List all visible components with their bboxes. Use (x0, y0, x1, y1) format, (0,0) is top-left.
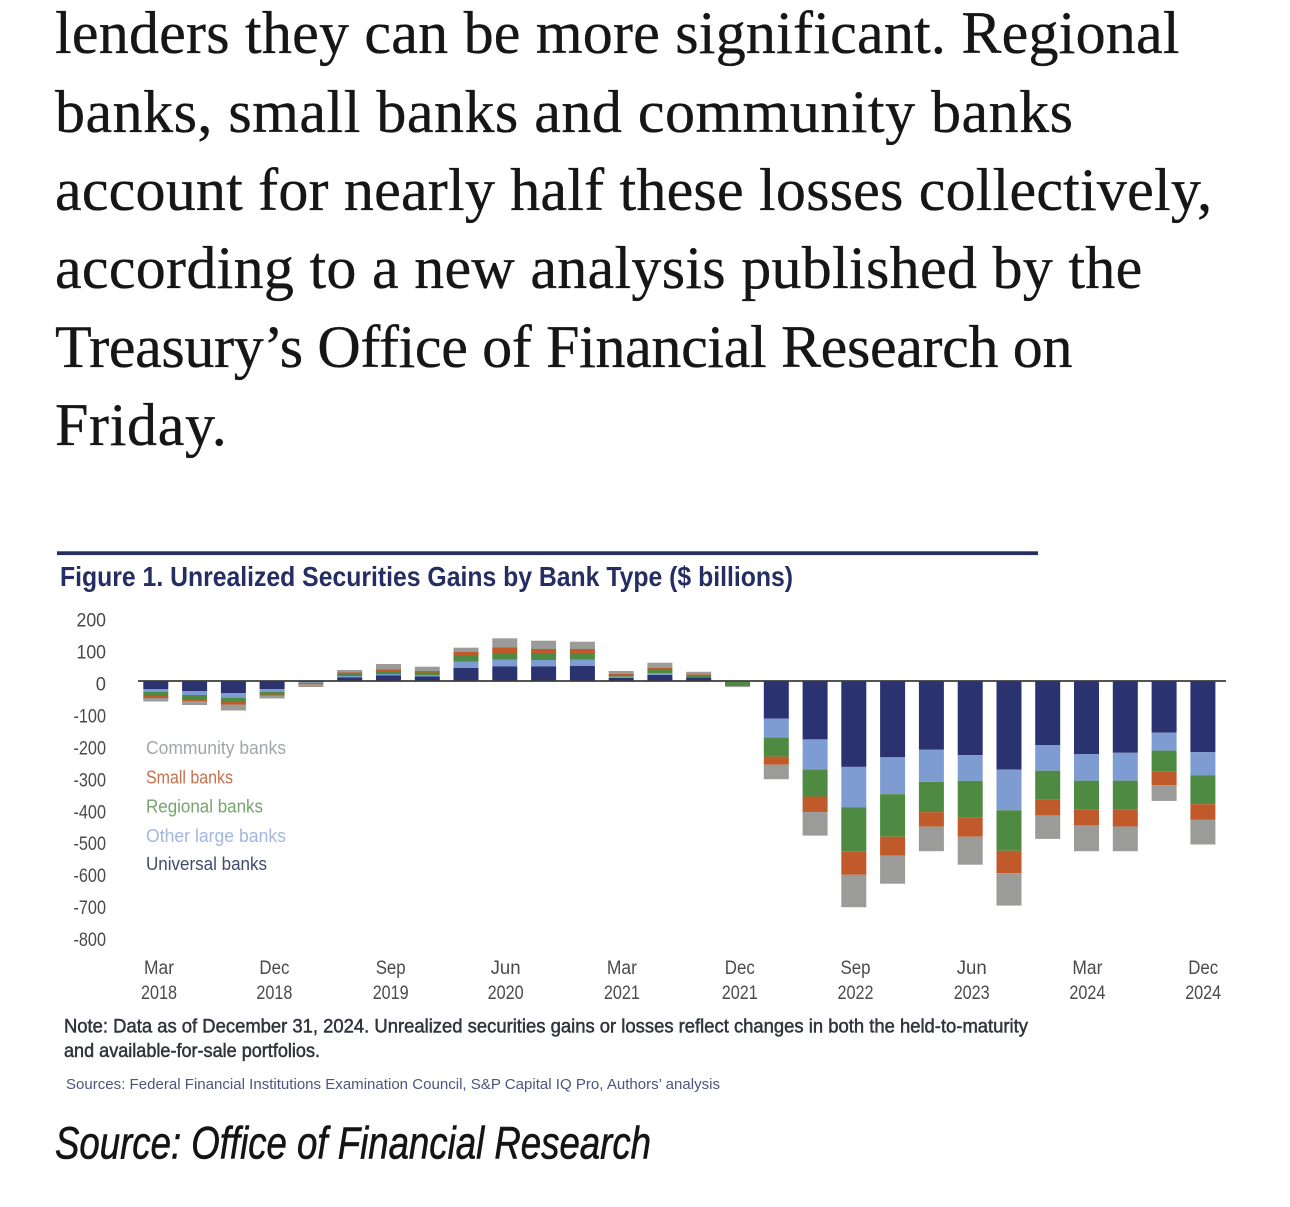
svg-text:Mar: Mar (144, 958, 175, 979)
svg-text:Small banks: Small banks (146, 766, 233, 787)
svg-text:Universal banks: Universal banks (146, 853, 267, 874)
svg-text:-400: -400 (74, 802, 107, 823)
svg-text:2024: 2024 (1069, 983, 1105, 1004)
svg-text:Mar: Mar (1072, 958, 1103, 979)
svg-text:2019: 2019 (373, 983, 409, 1004)
svg-text:Sep: Sep (841, 958, 871, 979)
svg-text:-800: -800 (74, 930, 107, 951)
svg-text:Dec: Dec (725, 958, 755, 979)
svg-text:2020: 2020 (488, 983, 524, 1004)
svg-text:Sources: Federal Financial Ins: Sources: Federal Financial Institutions … (66, 1076, 720, 1093)
svg-text:2023: 2023 (954, 983, 990, 1004)
svg-text:0: 0 (96, 675, 106, 696)
svg-text:Figure 1. Unrealized Securitie: Figure 1. Unrealized Securities Gains by… (60, 561, 793, 592)
svg-text:Other large banks: Other large banks (146, 825, 286, 846)
svg-text:Dec: Dec (259, 958, 289, 979)
svg-text:-700: -700 (74, 898, 107, 919)
svg-text:2018: 2018 (141, 983, 177, 1004)
svg-text:2021: 2021 (722, 983, 758, 1004)
svg-text:200: 200 (77, 611, 107, 632)
svg-text:Jun: Jun (491, 958, 521, 979)
svg-text:Mar: Mar (607, 958, 638, 979)
svg-text:Sep: Sep (376, 958, 406, 979)
svg-text:-100: -100 (74, 706, 107, 727)
svg-text:100: 100 (77, 643, 107, 664)
svg-text:Dec: Dec (1188, 958, 1218, 979)
svg-text:-300: -300 (74, 770, 107, 791)
svg-text:2018: 2018 (256, 983, 292, 1004)
svg-text:Jun: Jun (957, 958, 987, 979)
svg-text:2024: 2024 (1185, 983, 1221, 1004)
svg-text:-600: -600 (74, 866, 107, 887)
svg-text:Regional banks: Regional banks (146, 796, 263, 817)
svg-text:2022: 2022 (838, 983, 874, 1004)
svg-text:Note: Data as of December 31,: Note: Data as of December 31, 2024. Unre… (64, 1016, 1028, 1038)
svg-text:Source: Office of Financial Re: Source: Office of Financial Research (55, 1118, 651, 1169)
svg-text:-200: -200 (74, 738, 107, 759)
svg-text:2021: 2021 (604, 983, 640, 1004)
svg-text:-500: -500 (74, 834, 107, 855)
svg-text:and available-for-sale portfol: and available-for-sale portfolios. (64, 1040, 320, 1062)
svg-text:Community banks: Community banks (146, 737, 286, 758)
